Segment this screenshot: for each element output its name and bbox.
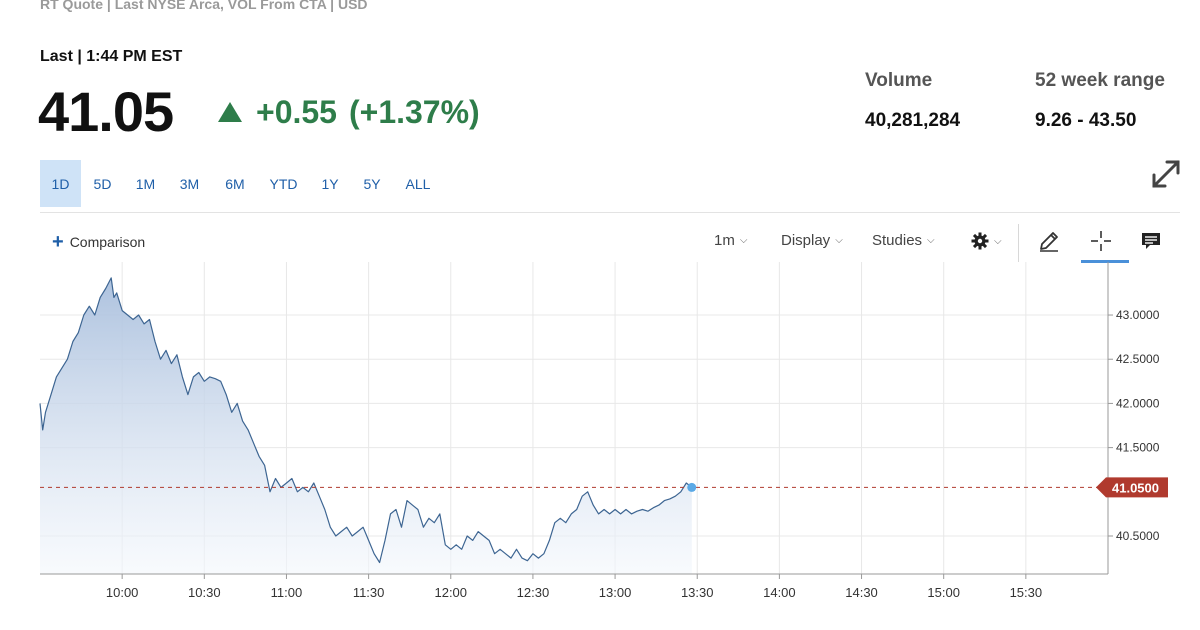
range-all[interactable]: ALL (405, 175, 431, 192)
x-tick-label: 13:00 (599, 585, 632, 600)
studies-label: Studies (872, 232, 923, 249)
last-price-tag (1096, 477, 1168, 498)
x-tick-label: 11:30 (353, 585, 385, 600)
last-point-marker (687, 482, 697, 492)
comment-button[interactable] (1136, 226, 1166, 256)
active-tool-indicator (1081, 260, 1129, 263)
interval-dropdown[interactable]: 1m ⌵ (714, 232, 747, 249)
x-tick-label: 10:00 (106, 585, 139, 600)
price-series-line (39, 277, 693, 564)
last-trade-time: Last | 1:44 PM EST (40, 48, 183, 65)
draw-button[interactable] (1034, 226, 1064, 256)
range-5d[interactable]: 5D (93, 175, 112, 192)
comparison-button[interactable]: + Comparison (52, 231, 146, 253)
last-price: 41.05 (38, 80, 174, 143)
x-tick-label: 14:30 (845, 585, 878, 600)
range-6m[interactable]: 6M (225, 175, 245, 192)
range-1d[interactable]: 1D (40, 160, 81, 207)
y-tick-label: 40.5000 (1116, 529, 1160, 543)
plus-icon: + (52, 231, 64, 253)
header-divider (40, 212, 1180, 213)
chevron-down-icon: ⌵ (835, 235, 843, 246)
x-tick-label: 14:00 (763, 585, 796, 600)
x-tick-label: 12:30 (517, 585, 550, 600)
settings-dropdown[interactable]: ⌵ (971, 232, 1002, 250)
comparison-label: Comparison (69, 234, 146, 250)
chevron-down-icon: ⌵ (994, 235, 1002, 247)
studies-dropdown[interactable]: Studies ⌵ (872, 232, 935, 249)
y-tick-label: 41.5000 (1116, 441, 1160, 455)
crosshair-button[interactable] (1086, 226, 1116, 256)
price-area-fill (40, 277, 692, 574)
gear-icon (971, 232, 989, 250)
toolbar-separator (1018, 224, 1019, 262)
time-range-selector: 1D 5D 1M 3M 6M YTD 1Y 5Y ALL (40, 160, 443, 207)
display-label: Display (781, 232, 831, 249)
expand-icon[interactable] (1150, 158, 1182, 190)
crosshair-icon (1091, 231, 1111, 251)
week-range-label: 52 week range (1035, 70, 1165, 91)
comment-icon (1142, 233, 1160, 249)
pencil-icon (1040, 232, 1058, 252)
price-chart[interactable]: 10:00 10:30 11:00 11:30 12:00 12:30 13:00 13:30… (0, 262, 1200, 630)
range-1m[interactable]: 1M (135, 175, 156, 192)
y-tick-label: 42.0000 (1116, 396, 1160, 410)
range-3m[interactable]: 3M (179, 175, 200, 192)
price-change: +0.55 (+1.37%) (218, 94, 480, 130)
x-tick-label: 12:00 (434, 585, 467, 600)
change-percent: (+1.37%) (348, 94, 480, 130)
range-ytd[interactable]: YTD (269, 175, 298, 192)
range-5y[interactable]: 5Y (363, 175, 381, 192)
x-tick-label: 15:30 (1010, 585, 1043, 600)
last-price-tag-label: 41.0500 (1112, 480, 1159, 495)
volume-value: 40,281,284 (865, 110, 961, 131)
chevron-down-icon: ⌵ (927, 235, 935, 246)
chevron-down-icon: ⌵ (739, 235, 748, 246)
quote-source-subhead: RT Quote | Last NYSE Arca, VOL From CTA … (40, 0, 368, 12)
volume-label: Volume (865, 70, 933, 91)
y-tick-label: 43.0000 (1116, 308, 1160, 322)
x-tick-label: 15:00 (927, 585, 960, 600)
display-dropdown[interactable]: Display ⌵ (781, 232, 843, 249)
x-tick-label: 13:30 (681, 585, 714, 600)
x-tick-label: 11:00 (271, 585, 303, 600)
range-1y[interactable]: 1Y (321, 175, 339, 192)
y-tick-label: 42.5000 (1116, 352, 1160, 366)
interval-label: 1m (714, 232, 735, 249)
up-triangle-icon (218, 102, 242, 122)
week-range-value: 9.26 - 43.50 (1035, 110, 1137, 131)
change-value: +0.55 (256, 94, 337, 130)
x-tick-label: 10:30 (188, 585, 221, 600)
